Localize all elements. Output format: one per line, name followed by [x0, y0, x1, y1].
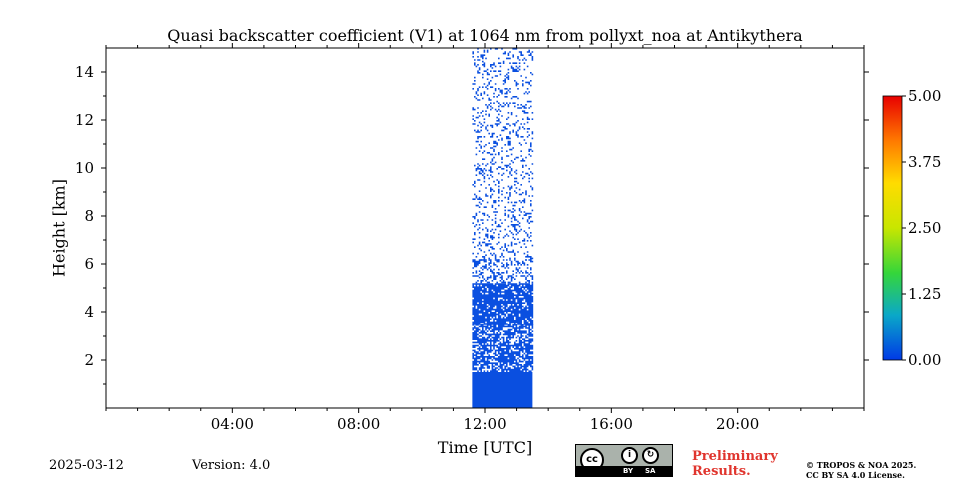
data-layer-4 — [472, 48, 534, 261]
cc-badge-bar: BY SA — [576, 466, 672, 476]
colorbar-tick-label: 2.50 — [908, 219, 942, 237]
attribution-icon: i — [621, 447, 638, 464]
preliminary-line-2: Results. — [692, 464, 751, 479]
backscatter-data-layer — [472, 48, 534, 408]
y-tick-label: 10 — [74, 159, 94, 177]
copyright-line-1: © TROPOS & NOA 2025. — [806, 460, 917, 470]
data-layer-2 — [472, 283, 534, 325]
data-cells — [472, 259, 534, 284]
copyright-notice: © TROPOS & NOA 2025. CC BY SA 4.0 Licens… — [806, 460, 916, 480]
copyright-line-2: CC BY SA 4.0 License. — [806, 470, 905, 480]
x-tick-label: 08:00 — [337, 415, 381, 433]
x-tick-label: 12:00 — [463, 415, 507, 433]
y-axis-label: Height [km] — [49, 179, 69, 277]
data-cells — [472, 48, 534, 261]
x-tick-label: 04:00 — [210, 415, 254, 433]
data-cells — [472, 324, 534, 372]
colorbar-tick-label: 0.00 — [908, 351, 942, 369]
colorbar-tick-label: 5.00 — [908, 87, 942, 105]
y-tick-label: 6 — [84, 255, 94, 273]
colorbar — [882, 95, 903, 361]
colorbar-tick-label: 3.75 — [908, 153, 942, 171]
preliminary-line-1: Preliminary — [692, 449, 778, 464]
share-alike-icon: ↻ — [642, 447, 659, 464]
data-layer-1 — [472, 324, 534, 372]
y-tick-label: 12 — [74, 111, 94, 129]
tick-layer — [101, 43, 869, 413]
y-tick-label: 4 — [84, 303, 94, 321]
preliminary-results-note: Preliminary Results. — [692, 449, 778, 479]
x-tick-label: 20:00 — [716, 415, 760, 433]
data-cells — [472, 283, 534, 325]
data-cell — [472, 372, 533, 408]
y-tick-label: 8 — [84, 207, 94, 225]
badge-by-text: BY — [623, 467, 634, 475]
date-label: 2025-03-12 — [49, 458, 124, 473]
colorbar-tick-label: 1.25 — [908, 285, 942, 303]
x-axis-label: Time [UTC] — [437, 438, 533, 457]
cc-license-badge: cc i ↻ BY SA — [575, 444, 673, 477]
colorbar-ticks — [902, 95, 906, 361]
x-tick-label: 16:00 — [589, 415, 633, 433]
chart-title: Quasi backscatter coefficient (V1) at 10… — [167, 26, 803, 45]
version-label: Version: 4.0 — [192, 458, 271, 473]
data-layer-0 — [472, 372, 533, 408]
badge-sa-text: SA — [645, 467, 656, 475]
y-tick-label: 14 — [74, 63, 94, 81]
y-tick-label: 2 — [84, 351, 94, 369]
data-layer-3 — [472, 259, 534, 284]
